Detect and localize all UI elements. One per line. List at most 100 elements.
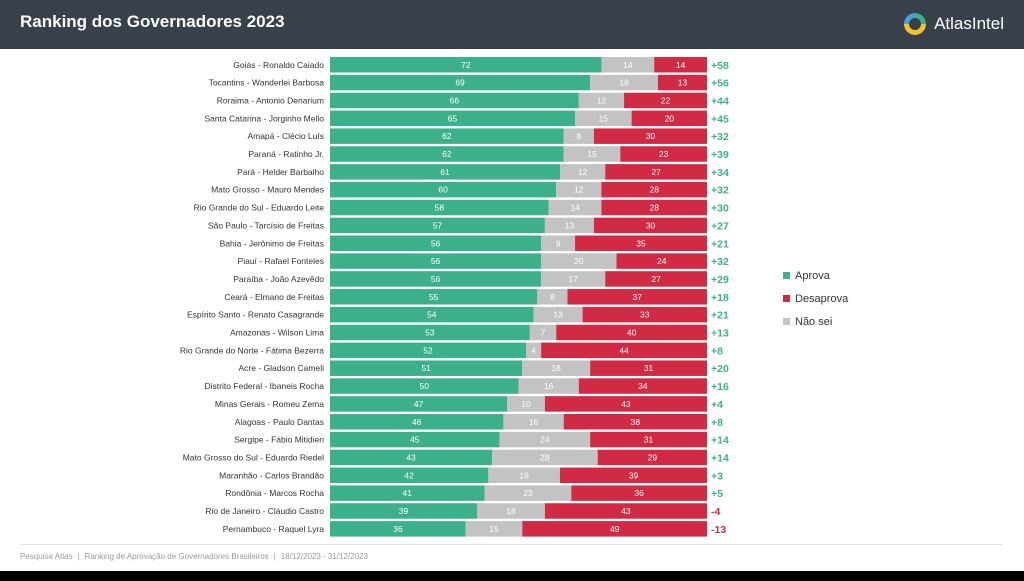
bar-approve: [330, 360, 523, 376]
bar-disapprove: [556, 324, 707, 341]
bar-disapprove: [544, 503, 707, 519]
data-label-unsure: 12: [597, 95, 607, 105]
data-label-unsure: 8: [576, 131, 581, 141]
net-label: +5: [711, 488, 723, 500]
data-label-approve: 51: [421, 363, 431, 373]
bar-disapprove: [575, 235, 707, 251]
bar-approve: [330, 503, 478, 519]
data-label-unsure: 23: [523, 488, 533, 498]
category-label: São Paulo - Tarcísio de Freitas: [208, 220, 324, 230]
bar-disapprove: [616, 253, 707, 269]
bar-unsure: [484, 485, 572, 501]
bar-unsure: [541, 271, 606, 287]
legend-label-disapprove: Desaprova: [795, 292, 849, 305]
bar-unsure: [522, 360, 591, 376]
bar-approve: [330, 217, 545, 234]
net-label: +34: [711, 167, 729, 179]
bar-unsure: [578, 92, 625, 109]
bar-approve: [330, 378, 519, 394]
data-label-approve: 50: [420, 381, 430, 391]
bar-unsure: [563, 146, 621, 162]
data-label-approve: 60: [438, 185, 448, 195]
data-label-unsure: 12: [574, 185, 584, 195]
data-label-disapprove: 43: [621, 506, 631, 516]
category-label: Maranhão - Carlos Brandão: [219, 470, 324, 480]
data-label-unsure: 18: [551, 363, 561, 373]
category-label: Goiás - Ronaldo Caiado: [233, 60, 324, 70]
data-label-unsure: 16: [544, 381, 554, 391]
data-label-approve: 65: [448, 113, 458, 123]
data-label-unsure: 4: [531, 345, 536, 355]
bar-unsure: [492, 449, 598, 466]
data-label-unsure: 24: [540, 435, 550, 445]
bar-approve: [330, 467, 489, 484]
data-label-unsure: 16: [529, 417, 539, 427]
bar-disapprove: [624, 92, 707, 109]
data-label-unsure: 14: [570, 203, 580, 213]
net-label: +39: [711, 149, 729, 161]
category-label: Paraná - Ratinho Jr.: [248, 149, 324, 159]
bar-disapprove: [563, 414, 707, 430]
net-label: +14: [711, 452, 729, 464]
category-label: Roraima - Antonio Denarium: [217, 95, 324, 105]
bar-approve: [330, 485, 485, 501]
bar-disapprove: [631, 110, 707, 127]
data-label-approve: 58: [435, 203, 445, 213]
bar-approve: [330, 342, 527, 359]
category-label: Paraíba - João Azevêdo: [233, 274, 324, 284]
data-label-disapprove: 28: [649, 203, 659, 213]
data-label-approve: 54: [427, 310, 437, 320]
bar-unsure: [541, 235, 576, 251]
net-label: +56: [711, 78, 729, 90]
data-label-approve: 41: [403, 488, 413, 498]
bar-unsure: [529, 324, 557, 341]
category-label: Rio Grande do Norte - Fátima Bezerra: [180, 345, 324, 355]
data-label-approve: 62: [442, 131, 452, 141]
data-label-disapprove: 22: [661, 95, 671, 105]
data-label-unsure: 17: [568, 274, 578, 284]
bar-approve: [330, 110, 576, 127]
data-label-disapprove: 44: [619, 345, 629, 355]
bar-unsure: [548, 199, 602, 216]
category-label: Rio Grande do Sul - Eduardo Leite: [194, 203, 325, 213]
category-label: Sergipe - Fábio Mitidieri: [234, 435, 324, 445]
net-label: -13: [711, 524, 726, 536]
data-label-approve: 56: [431, 256, 441, 266]
data-label-disapprove: 20: [665, 113, 675, 123]
data-label-unsure: 8: [550, 292, 555, 302]
data-label-disapprove: 30: [646, 220, 656, 230]
net-label: +27: [711, 220, 729, 232]
bar-approve: [330, 57, 602, 73]
legend-label-approve: Aprova: [795, 269, 830, 282]
data-label-unsure: 9: [556, 238, 561, 248]
bar-unsure: [477, 503, 545, 519]
bar-approve: [330, 324, 530, 341]
data-label-disapprove: 28: [649, 185, 659, 195]
bar-disapprove: [657, 74, 707, 91]
category-label: Pará - Helder Barbalho: [237, 167, 324, 177]
data-label-disapprove: 40: [627, 328, 637, 338]
bar-disapprove: [654, 57, 707, 73]
ranking-chart: Goiás - Ronaldo Caiado 72 14 14 +58Tocantins…: [180, 57, 729, 537]
data-label-approve: 62: [442, 149, 452, 159]
data-label-disapprove: 14: [676, 60, 686, 70]
bar-disapprove: [559, 467, 707, 484]
bar-disapprove: [582, 306, 707, 323]
category-label: Piauí - Rafael Fonteles: [238, 256, 324, 266]
category-label: Acre - Gladson Cameli: [238, 363, 324, 373]
logo-text: AtlasIntel: [934, 14, 1004, 33]
bar-unsure: [503, 414, 564, 430]
bar-unsure: [590, 74, 658, 91]
legend-item-disapprove: Desaprova: [783, 287, 848, 310]
bar-disapprove: [593, 217, 707, 234]
bar-unsure: [488, 467, 560, 484]
bar-disapprove: [601, 181, 707, 198]
bar-unsure: [575, 110, 632, 127]
category-label: Bahia - Jerônimo de Freitas: [220, 238, 324, 248]
bar-approve: [330, 253, 542, 269]
category-label: Rondônia - Marcos Rocha: [225, 488, 324, 498]
category-label: Mato Grosso do Sul - Eduardo Riedel: [183, 452, 324, 462]
category-label: Alagoas - Paulo Dantas: [235, 417, 324, 427]
bar-unsure: [465, 521, 523, 537]
data-label-unsure: 18: [619, 78, 629, 88]
